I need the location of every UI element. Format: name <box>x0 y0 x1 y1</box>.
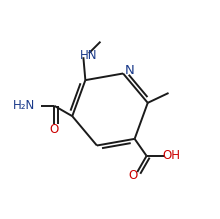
Text: O: O <box>129 170 138 182</box>
Text: N: N <box>125 64 135 77</box>
Text: O: O <box>50 123 59 136</box>
Text: H₂N: H₂N <box>13 99 35 112</box>
Text: OH: OH <box>162 149 180 162</box>
Text: HN: HN <box>79 49 97 62</box>
